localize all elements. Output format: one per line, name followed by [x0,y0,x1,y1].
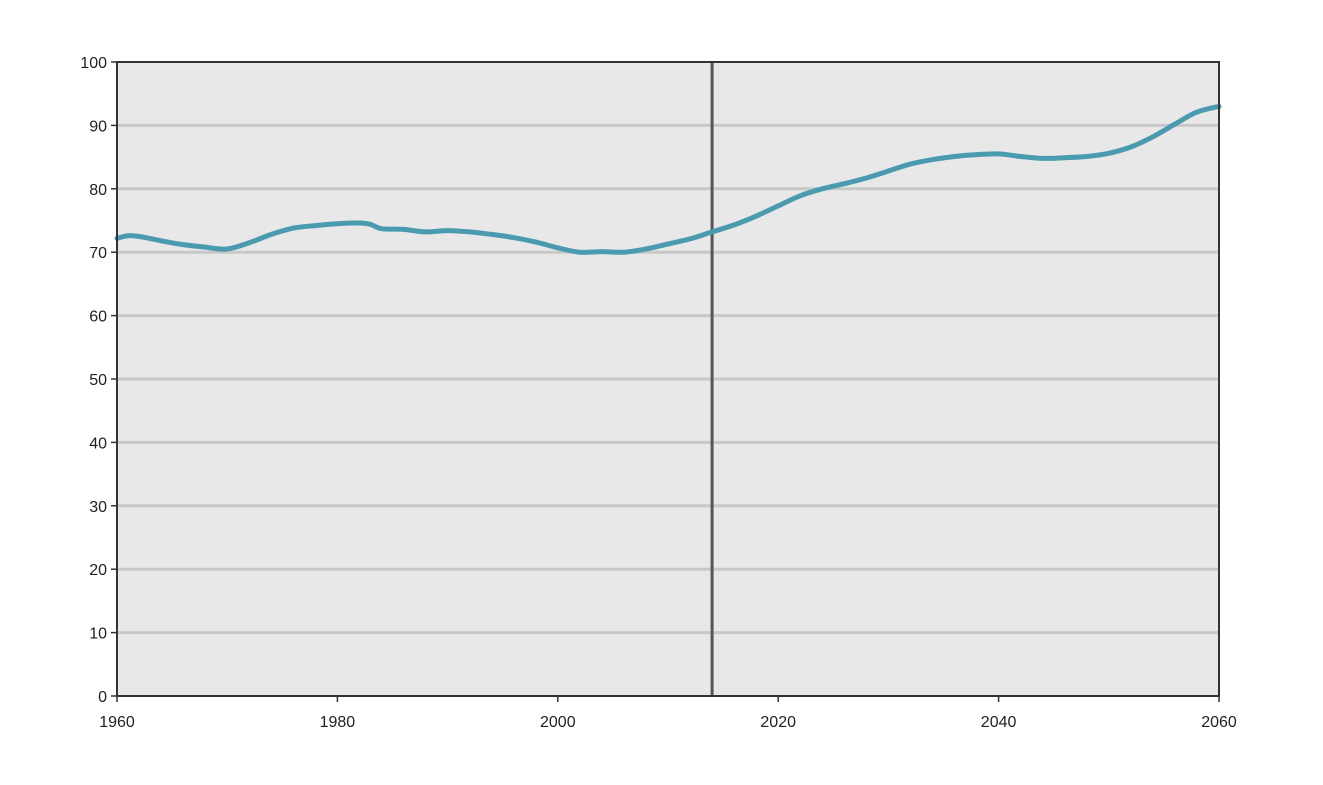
y-tick-label-80: 80 [89,182,107,199]
y-tick-label-40: 40 [89,435,107,452]
x-tick-label-2000: 2000 [540,714,576,731]
y-tick-label-20: 20 [89,562,107,579]
y-tick-label-50: 50 [89,372,107,389]
x-tick-label-2020: 2020 [760,714,796,731]
y-tick-label-100: 100 [80,55,107,72]
plot-frame [116,61,1220,697]
y-tick-label-60: 60 [89,309,107,326]
x-axis-tick-labels: 1960 1980 2000 2020 2040 2060 [99,696,1237,731]
x-tick-label-2060: 2060 [1201,714,1237,731]
y-axis-tick-labels: 0 10 20 30 40 50 60 70 80 90 100 [80,55,117,706]
y-tick-label-0: 0 [98,689,107,706]
y-tick-label-10: 10 [89,626,107,643]
x-tick-label-2040: 2040 [981,714,1017,731]
x-tick-label-1960: 1960 [99,714,135,731]
gridlines [117,123,1219,635]
x-tick-label-1980: 1980 [320,714,356,731]
y-tick-label-90: 90 [89,118,107,135]
y-tick-label-30: 30 [89,499,107,516]
series-line [114,103,1222,255]
y-tick-label-70: 70 [89,245,107,262]
